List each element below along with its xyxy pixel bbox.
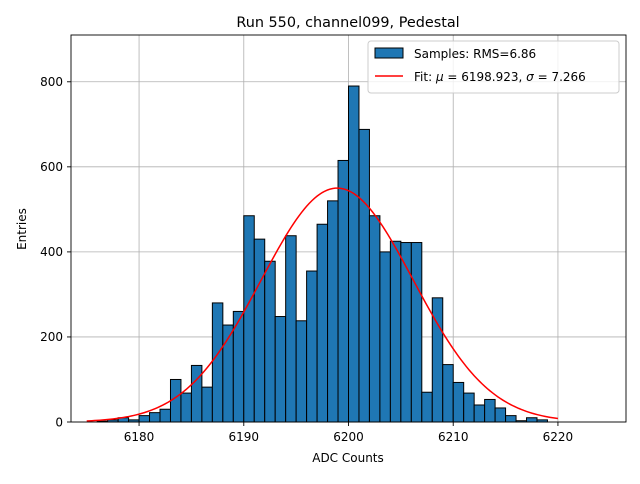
axis-ticks: 6180 6190 6200 6210 6220 0 200 400 600 800 [40,75,573,444]
y-tick-label: 0 [55,415,63,429]
histogram-bar [473,404,486,423]
legend-fit-label-mid: = 6198.923, [444,70,527,84]
legend-samples-label: Samples: RMS=6.86 [414,47,536,61]
histogram-bar [264,260,276,423]
histogram-bar [494,407,507,423]
legend-fit-label-end: = 7.266 [534,70,586,84]
y-tick-label: 800 [40,75,63,89]
histogram-bar [348,85,360,423]
chart-title: Run 550, channel099, Pedestal [236,15,459,31]
y-axis-label: Entries [15,208,29,250]
y-tick-label: 200 [40,330,63,344]
x-tick-label: 6200 [333,430,364,444]
histogram-bar [274,316,287,423]
histogram-bar [159,408,171,423]
legend: Samples: RMS=6.86 Fit: μ = 6198.923, σ =… [367,40,620,94]
histogram-bar [138,415,151,423]
histogram-bar [285,235,297,423]
legend-samples-swatch [374,47,404,59]
legend-fit-sigma-symbol: σ [526,70,534,84]
fit-curve-group [86,187,559,422]
x-tick-label: 6190 [229,430,260,444]
histogram-bar [253,238,266,423]
y-tick-label: 600 [40,160,63,174]
x-axis-label: ADC Counts [312,451,384,465]
histogram-bar [211,302,224,423]
x-tick-label: 6210 [438,430,469,444]
histogram-bar [484,398,496,423]
legend-fit-mu-symbol: μ [435,70,444,84]
histogram-bar [327,200,339,423]
histogram-bar [410,242,423,423]
histogram-bar [421,391,433,423]
x-tick-label: 6220 [543,430,574,444]
histogram-bar [337,159,349,423]
histogram-bar [505,415,517,423]
histogram-bar [201,386,213,423]
x-tick-label: 6180 [124,430,155,444]
histogram-bar [295,320,308,423]
histogram-bar [389,240,402,423]
histogram-bars [96,85,548,423]
histogram-bar [306,270,318,423]
histogram-bar [358,128,370,423]
histogram-bar [526,417,538,423]
histogram-bar [190,364,203,423]
histogram-bar [243,215,255,423]
histogram-bar [149,412,161,423]
histogram-bar [463,392,475,423]
legend-fit-label-prefix: Fit: [414,70,436,84]
legend-box [367,40,620,94]
histogram-bar [316,223,329,423]
histogram-bar [400,242,412,423]
histogram-bar [442,364,454,423]
histogram-bar [180,392,192,423]
histogram-bar [379,251,391,423]
histogram-bar [452,381,465,423]
legend-fit-label: Fit: μ = 6198.923, σ = 7.266 [414,70,586,84]
y-tick-label: 400 [40,245,63,259]
histogram-bar [169,378,182,423]
histogram-bar [368,215,381,423]
fit-curve [86,187,559,422]
